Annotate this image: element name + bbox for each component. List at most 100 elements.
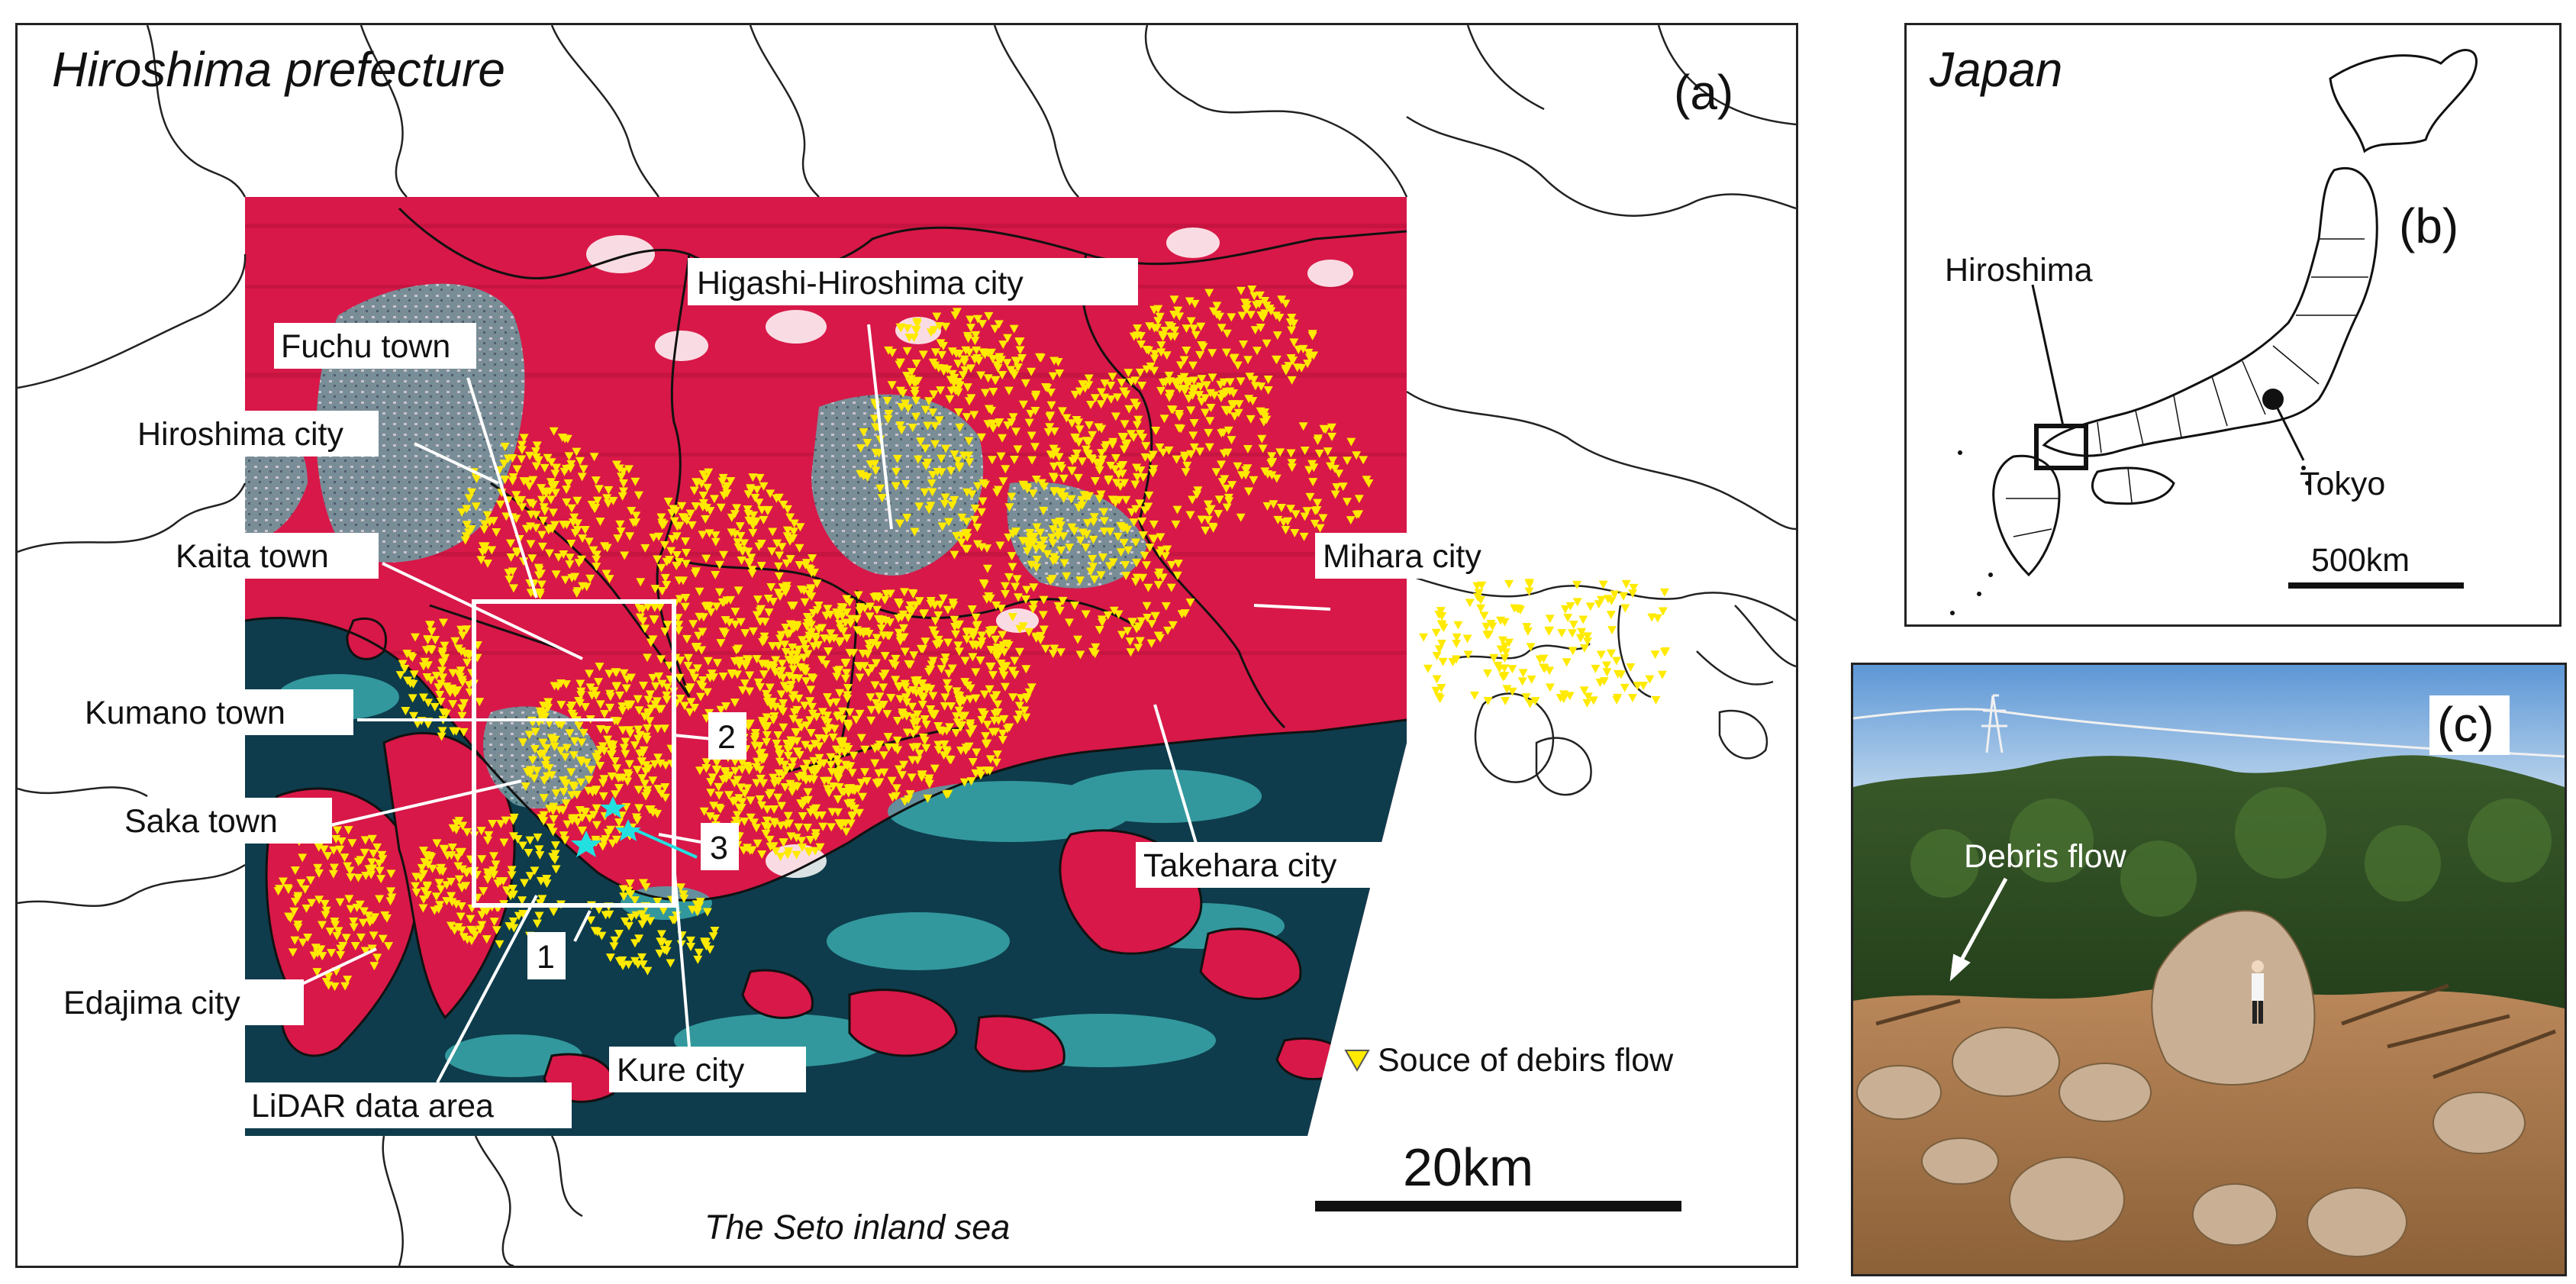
debris-source-marker xyxy=(321,911,330,920)
debris-source-marker xyxy=(806,808,816,817)
debris-source-marker xyxy=(798,843,808,852)
debris-source-marker xyxy=(624,886,634,895)
debris-source-marker xyxy=(550,735,560,744)
debris-source-marker xyxy=(1059,559,1069,568)
debris-source-marker xyxy=(597,931,607,940)
debris-source-marker xyxy=(643,695,653,705)
debris-source-marker xyxy=(769,779,779,789)
debris-source-marker xyxy=(771,656,781,665)
debris-source-marker xyxy=(1498,673,1508,682)
debris-source-marker xyxy=(1207,373,1217,382)
debris-source-marker xyxy=(837,741,847,750)
debris-source-marker xyxy=(1160,327,1170,336)
debris-source-marker xyxy=(538,487,548,496)
label-edajima-city: Edajima city xyxy=(63,985,240,1021)
debris-source-marker xyxy=(1616,670,1626,679)
debris-source-marker xyxy=(934,321,944,331)
debris-source-marker xyxy=(530,744,540,753)
debris-source-marker xyxy=(595,663,605,672)
debris-source-marker xyxy=(648,776,658,786)
debris-source-marker xyxy=(833,612,843,621)
debris-source-marker xyxy=(427,627,437,637)
debris-source-marker xyxy=(1524,580,1534,589)
debris-source-marker xyxy=(977,631,987,640)
debris-source-marker xyxy=(843,694,853,703)
debris-source-marker xyxy=(1188,324,1198,334)
debris-source-marker xyxy=(1266,307,1276,316)
debris-source-marker xyxy=(711,571,721,580)
debris-source-marker xyxy=(350,942,360,951)
debris-source-marker xyxy=(1015,337,1025,347)
debris-source-marker xyxy=(733,586,743,595)
debris-source-marker xyxy=(858,792,868,802)
debris-source-marker xyxy=(853,785,863,794)
debris-source-marker xyxy=(825,610,835,619)
debris-source-marker xyxy=(1517,677,1527,686)
debris-source-marker xyxy=(618,479,628,488)
debris-source-marker xyxy=(752,655,762,664)
debris-source-marker xyxy=(539,503,549,512)
debris-source-marker xyxy=(791,850,801,860)
debris-source-marker xyxy=(761,689,771,698)
debris-source-marker xyxy=(811,829,821,838)
debris-source-marker xyxy=(752,763,762,772)
debris-source-marker xyxy=(1565,602,1575,611)
debris-source-marker xyxy=(1072,416,1082,425)
debris-source-marker xyxy=(561,680,571,689)
debris-source-marker xyxy=(1204,289,1214,298)
debris-source-marker xyxy=(1190,299,1200,308)
label-leader-lines xyxy=(292,324,1331,1083)
debris-source-marker xyxy=(782,532,792,541)
debris-source-marker xyxy=(870,681,880,690)
debris-source-marker xyxy=(284,912,294,921)
debris-source-marker xyxy=(1098,618,1107,627)
debris-source-marker xyxy=(934,416,944,425)
debris-source-marker xyxy=(616,527,626,536)
debris-source-marker xyxy=(436,697,446,706)
debris-source-marker xyxy=(882,589,891,598)
debris-source-marker xyxy=(840,618,850,627)
debris-source-marker xyxy=(921,721,931,730)
debris-source-marker xyxy=(998,434,1008,443)
debris-source-marker xyxy=(301,904,311,913)
debris-source-marker xyxy=(1224,426,1233,435)
debris-source-marker xyxy=(508,584,518,593)
debris-source-marker xyxy=(916,437,926,447)
debris-source-marker xyxy=(1020,706,1030,715)
debris-source-marker xyxy=(806,729,816,738)
debris-source-marker xyxy=(902,372,912,381)
debris-source-marker xyxy=(1469,691,1479,700)
debris-source-marker xyxy=(546,823,556,832)
debris-source-marker xyxy=(369,962,379,971)
debris-source-marker xyxy=(324,973,334,982)
debris-source-marker xyxy=(749,511,759,520)
debris-source-marker xyxy=(1011,356,1020,366)
debris-source-marker xyxy=(617,473,627,482)
debris-source-marker xyxy=(1204,428,1214,437)
debris-source-marker xyxy=(1138,573,1148,582)
debris-source-marker xyxy=(914,750,924,759)
debris-source-marker xyxy=(437,666,447,676)
debris-source-marker xyxy=(837,821,846,831)
debris-source-marker xyxy=(1150,350,1160,359)
debris-source-marker xyxy=(806,686,816,695)
debris-source-marker xyxy=(614,784,624,793)
debris-source-marker xyxy=(741,662,751,671)
debris-source-marker xyxy=(361,872,371,881)
debris-source-marker xyxy=(951,728,961,737)
debris-source-marker xyxy=(855,709,865,718)
debris-source-marker xyxy=(1096,490,1106,499)
debris-source-marker xyxy=(885,631,895,640)
debris-source-marker xyxy=(861,627,871,637)
debris-source-marker xyxy=(1007,552,1017,561)
debris-source-marker xyxy=(982,766,992,776)
debris-source-marker xyxy=(1043,427,1053,437)
debris-source-marker xyxy=(627,506,637,515)
debris-source-marker xyxy=(783,811,793,821)
debris-source-marker xyxy=(537,495,547,505)
debris-source-marker xyxy=(794,718,804,727)
debris-source-marker xyxy=(774,769,784,778)
debris-source-marker xyxy=(524,731,534,740)
debris-source-marker xyxy=(619,744,629,753)
debris-source-marker xyxy=(964,437,974,446)
